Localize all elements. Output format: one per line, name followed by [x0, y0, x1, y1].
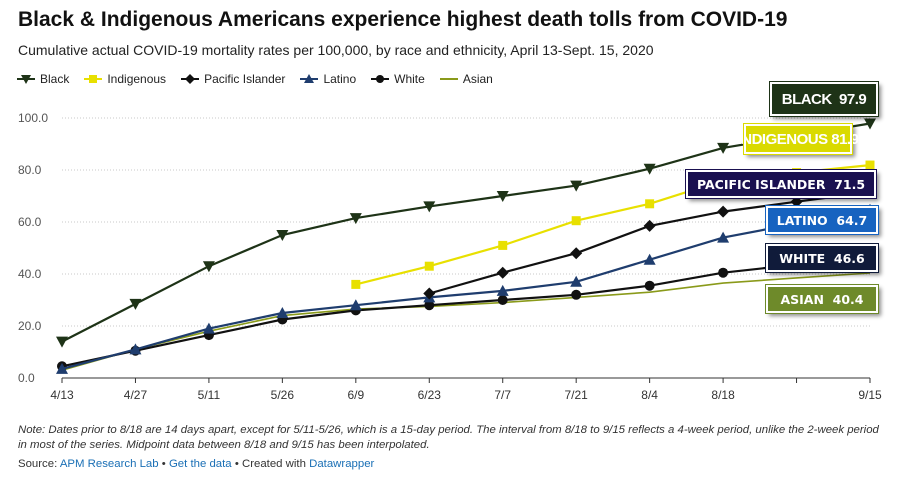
series-black-point [717, 142, 730, 154]
series-black-point [423, 201, 436, 213]
series-black-point [570, 180, 583, 192]
source-link[interactable]: APM Research Lab [59, 458, 159, 470]
separator: • [161, 458, 166, 470]
series-black-point [202, 261, 215, 273]
series-latino-point [496, 284, 509, 296]
series-indigenous-point [571, 216, 581, 226]
x-tick-label: 8/18 [711, 388, 735, 402]
legend-item-latino: Latino [299, 72, 356, 86]
chart-title: Black & Indigenous Americans experience … [18, 8, 788, 31]
legend-label: Black [40, 72, 70, 86]
x-tick-label: 5/26 [271, 388, 295, 402]
legend: Black Indigenous Pacific Islander Latino Whi… [16, 72, 493, 86]
series-white-point [424, 300, 435, 311]
series-latino-point [129, 343, 142, 355]
legend-swatch [300, 74, 319, 83]
series-latino-point [349, 299, 362, 311]
x-tick-label: 7/7 [494, 388, 511, 402]
series-indigenous-point [351, 279, 361, 289]
legend-swatch [371, 75, 390, 83]
series-latino-point [276, 307, 289, 318]
series-latino-point [570, 275, 583, 287]
created-label: Created with [241, 458, 306, 470]
series-white-point [718, 267, 729, 278]
series-black-point [496, 191, 509, 202]
legend-label: White [394, 72, 425, 86]
series-pacific-islander-point [496, 266, 509, 279]
y-tick-label: 0.0 [18, 371, 35, 385]
chart-subtitle: Cumulative actual COVID-19 mortality rat… [18, 42, 654, 58]
callout-asian: ASIAN 40.4 [765, 284, 879, 314]
series-pacific-islander-point [570, 247, 583, 260]
series-latino-point [56, 362, 68, 374]
series-indigenous-point [424, 261, 434, 271]
legend-swatch [17, 75, 35, 84]
series-line-asian [61, 272, 871, 371]
legend-label: Latino [323, 72, 357, 86]
series-black-point [56, 336, 68, 348]
series-line-latino [61, 208, 871, 370]
callout-latino: LATINO 64.7 [765, 205, 879, 235]
series-white-point [644, 280, 655, 291]
callout-indigenous: INDIGENOUS 81.9 [738, 123, 859, 155]
y-tick-label: 20.0 [18, 319, 42, 333]
y-tick-label: 100.0 [18, 111, 48, 125]
series-black-point [864, 118, 876, 130]
series-black-point [276, 230, 289, 241]
legend-item-pacific-islander: Pacific Islander [180, 72, 285, 86]
series-indigenous-point [498, 240, 508, 250]
get-data-link[interactable]: Get the data [168, 458, 232, 470]
x-tick-label: 9/15 [858, 388, 882, 402]
source-label: Source: [18, 458, 58, 470]
legend-item-white: White [370, 72, 425, 86]
separator: • [234, 458, 239, 470]
y-tick-label: 60.0 [18, 215, 42, 229]
series-black-point [643, 163, 656, 175]
series-line-black [61, 122, 871, 343]
y-tick-label: 80.0 [18, 163, 42, 177]
source-line: Source: APM Research Lab • Get the data … [18, 458, 374, 470]
callout-black: BLACK 97.9 [769, 81, 879, 117]
legend-item-indigenous: Indigenous [83, 72, 166, 86]
legend-label: Indigenous [107, 72, 167, 86]
series-indigenous-point [645, 199, 655, 209]
series-pacific-islander-point [423, 287, 436, 300]
x-tick-label: 8/4 [641, 388, 658, 402]
series-pacific-islander-point [643, 219, 656, 232]
series-pacific-islander-point [790, 195, 803, 208]
series-black-point [349, 213, 362, 225]
datawrapper-link[interactable]: Datawrapper [309, 458, 375, 470]
series-black-point [129, 298, 142, 310]
series-pacific-islander-point [717, 205, 730, 218]
callout-pacific: PACIFIC ISLANDER 71.5 [685, 169, 877, 199]
callout-white: WHITE 46.6 [765, 243, 879, 273]
series-latino-point [643, 253, 656, 265]
x-tick-label: 4/27 [124, 388, 148, 402]
legend-item-asian: Asian [439, 72, 493, 86]
x-tick-label: 6/9 [347, 388, 364, 402]
legend-label: Pacific Islander [204, 72, 286, 86]
legend-swatch [181, 74, 200, 84]
x-tick-label: 7/21 [565, 388, 589, 402]
legend-swatch [84, 75, 103, 83]
series-white-point [571, 289, 582, 300]
legend-item-black: Black [16, 72, 69, 86]
footnote: Note: Dates prior to 8/18 are 14 days ap… [18, 424, 879, 451]
x-tick-label: 4/13 [50, 388, 74, 402]
y-tick-label: 40.0 [18, 267, 42, 281]
series-indigenous-point [865, 160, 875, 170]
series-white-point [497, 295, 508, 305]
series-latino-point [202, 322, 215, 334]
series-line-white [61, 255, 871, 368]
x-tick-label: 6/23 [418, 388, 442, 402]
legend-swatch [439, 78, 458, 80]
legend-label: Asian [462, 72, 493, 86]
line-chart: 0.0 20.0 40.0 60.0 80.0 100.0 4/13 4/27 5/11 5/26… [18, 111, 882, 402]
series-latino-point [717, 231, 730, 243]
x-tick-label: 5/11 [198, 388, 221, 402]
